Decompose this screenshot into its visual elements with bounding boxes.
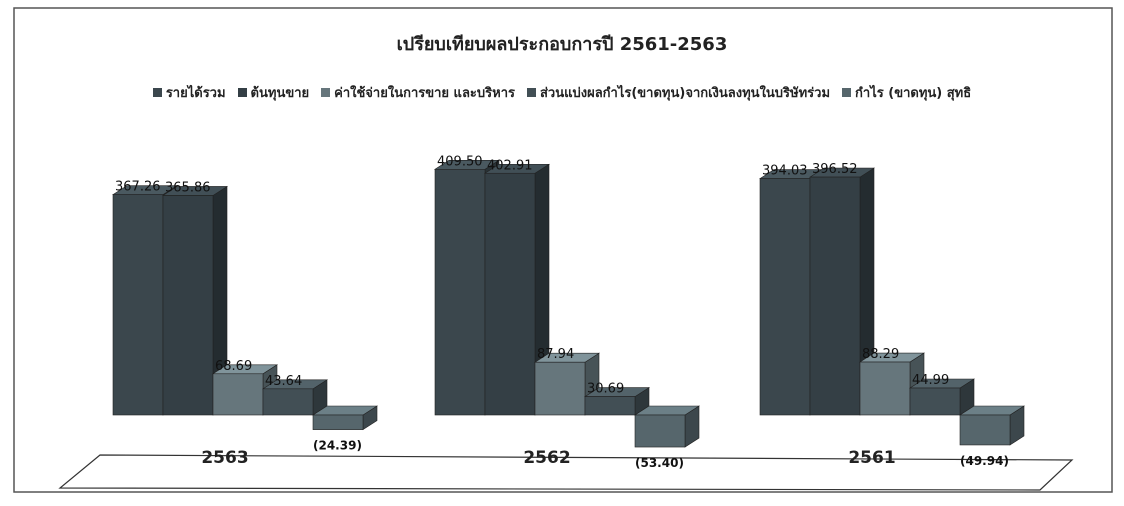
data-label: (53.40) <box>635 456 684 470</box>
data-label: 68.69 <box>215 359 252 374</box>
bar <box>262 388 314 416</box>
legend-swatch <box>237 88 247 97</box>
bar <box>212 373 264 416</box>
legend-swatch <box>321 88 331 97</box>
bar <box>434 169 486 416</box>
bar <box>584 396 636 416</box>
bar <box>859 361 911 416</box>
legend-swatch <box>842 88 852 97</box>
bar <box>634 414 686 448</box>
legend-label: รายได้รวม <box>165 86 226 101</box>
legend-label: ส่วนแบ่งผลกำไร(ขาดทุน)จากเงินลงทุนในบริษ… <box>539 86 831 101</box>
data-label: (49.94) <box>960 454 1009 468</box>
data-label: 409.50 <box>437 154 483 169</box>
legend-item: ต้นทุนขาย <box>237 82 310 103</box>
data-label: 44.99 <box>912 373 949 388</box>
legend-item: ค่าใช้จ่ายในการขาย และบริหาร <box>321 82 515 103</box>
data-label: 396.52 <box>812 162 858 177</box>
bar <box>809 176 861 416</box>
bar <box>484 172 536 416</box>
bar <box>759 178 811 416</box>
legend-label: กำไร (ขาดทุน) สุทธิ <box>855 86 972 101</box>
legend: รายได้รวม ต้นทุนขาย ค่าใช้จ่ายในการขาย และ… <box>0 82 1124 103</box>
bar <box>959 414 1011 446</box>
bar <box>534 361 586 416</box>
legend-item: รายได้รวม <box>152 82 226 103</box>
legend-item: ส่วนแบ่งผลกำไร(ขาดทุน)จากเงินลงทุนในบริษ… <box>526 82 831 103</box>
legend-label: ค่าใช้จ่ายในการขาย และบริหาร <box>334 86 515 101</box>
bar <box>909 387 961 416</box>
data-label: 43.64 <box>265 374 302 389</box>
x-tick-label: 2563 <box>201 448 248 468</box>
data-label: 367.26 <box>115 180 161 195</box>
legend-swatch <box>526 88 536 97</box>
data-label: 365.86 <box>165 180 211 195</box>
bar <box>312 414 364 430</box>
bar <box>112 194 164 416</box>
frame <box>13 7 1113 493</box>
data-label: 402.91 <box>487 158 533 173</box>
floor <box>58 454 1074 491</box>
x-tick-label: 2562 <box>523 448 570 468</box>
data-label: 394.03 <box>762 164 808 179</box>
data-label: 88.29 <box>862 347 899 362</box>
legend-swatch <box>152 88 162 97</box>
data-label: (24.39) <box>313 439 362 453</box>
legend-label: ต้นทุนขาย <box>250 86 310 101</box>
data-label: 30.69 <box>587 382 624 397</box>
legend-item: กำไร (ขาดทุน) สุทธิ <box>842 82 971 103</box>
chart-title: เปรียบเทียบผลประกอบการปี 2561-2563 <box>397 34 728 55</box>
bar <box>162 195 214 416</box>
data-label: 87.94 <box>537 347 574 362</box>
x-tick-label: 2561 <box>848 448 895 468</box>
